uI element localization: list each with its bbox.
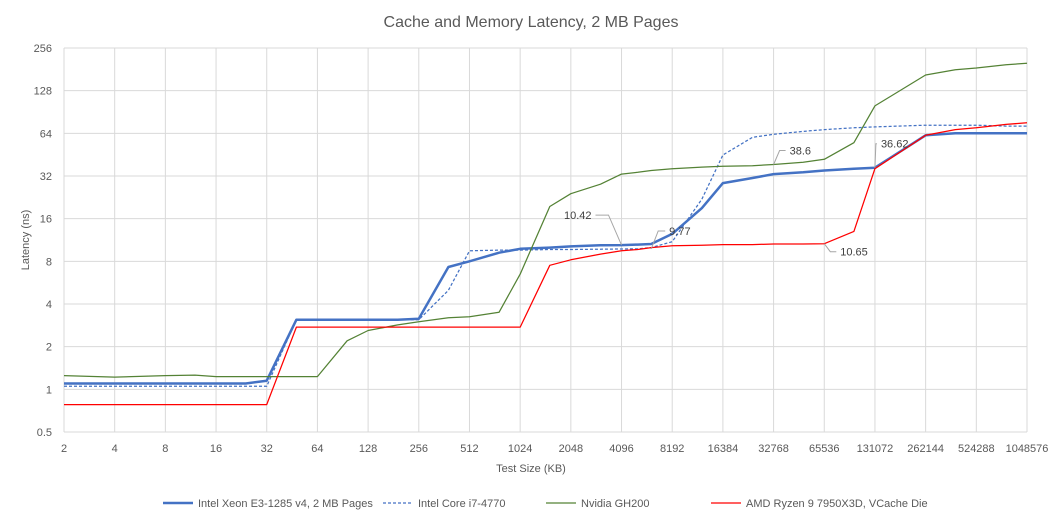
series-line-1 <box>64 132 1027 385</box>
y-tick-label: 2 <box>46 342 52 354</box>
x-axis-ticks: 2 4 8 16 32 64 128 256 512 1024 2048 4096 8192 16384 3… <box>61 443 1048 455</box>
chart-title: Cache and Memory Latency, 2 MB Pages <box>384 14 679 31</box>
series-line-2 <box>64 124 1027 387</box>
y-tick-label: 0.5 <box>37 427 52 439</box>
x-tick-label: 8 <box>162 443 168 455</box>
x-axis-title: Test Size (KB) <box>496 463 566 475</box>
y-tick-label: 8 <box>46 256 52 268</box>
x-tick-label: 4096 <box>609 443 633 455</box>
y-tick-label: 64 <box>40 128 52 140</box>
x-tick-label: 16 <box>210 443 222 455</box>
x-tick-label: 262144 <box>907 443 944 455</box>
x-tick-label: 32 <box>261 443 273 455</box>
annotation-label: 36.62 <box>881 139 909 151</box>
annotation-leader <box>650 230 666 250</box>
y-tick-label: 16 <box>40 214 52 226</box>
x-tick-label: 131072 <box>857 443 894 455</box>
legend-label-2: Intel Core i7-4770 <box>418 498 505 510</box>
annotation-leader <box>595 214 622 246</box>
annotation-leader <box>773 150 786 165</box>
gridlines <box>63 47 1028 433</box>
x-tick-label: 2 <box>61 443 67 455</box>
series-line-4 <box>64 122 1028 406</box>
x-tick-label: 2048 <box>559 443 583 455</box>
y-tick-label: 128 <box>34 86 52 98</box>
legend: Intel Xeon E3-1285 v4, 2 MB Pages Intel C… <box>163 498 928 510</box>
x-tick-label: 32768 <box>758 443 789 455</box>
x-tick-label: 1024 <box>508 443 532 455</box>
x-tick-label: 65536 <box>809 443 840 455</box>
series-lines <box>63 62 1028 406</box>
x-tick-label: 128 <box>359 443 377 455</box>
annotation-label: 9.77 <box>669 226 690 238</box>
legend-label-4: AMD Ryzen 9 7950X3D, VCache Die <box>746 498 928 510</box>
annotation-leader <box>874 143 877 168</box>
y-tick-label: 1 <box>46 384 52 396</box>
y-tick-label: 4 <box>46 299 52 311</box>
annotation-leader <box>823 243 837 253</box>
x-tick-label: 524288 <box>958 443 995 455</box>
y-axis-title: Latency (ns) <box>20 210 32 271</box>
data-annotations: 10.42 9.77 38.6 36.62 10.65 <box>564 139 908 259</box>
x-tick-label: 256 <box>410 443 428 455</box>
y-tick-label: 32 <box>40 171 52 183</box>
y-axis-ticks: 0.5 1 2 4 8 16 32 64 128 256 <box>34 43 52 439</box>
annotation-label: 10.42 <box>564 210 592 222</box>
legend-label-1: Intel Xeon E3-1285 v4, 2 MB Pages <box>198 498 373 510</box>
x-tick-label: 512 <box>460 443 478 455</box>
y-tick-label: 256 <box>34 43 52 55</box>
legend-label-3: Nvidia GH200 <box>581 498 649 510</box>
annotation-label: 38.6 <box>790 145 811 157</box>
x-tick-label: 64 <box>311 443 323 455</box>
x-tick-label: 8192 <box>660 443 684 455</box>
x-tick-label: 1048576 <box>1006 443 1049 455</box>
x-tick-label: 16384 <box>708 443 739 455</box>
annotation-label: 10.65 <box>840 247 868 259</box>
x-tick-label: 4 <box>112 443 118 455</box>
series-line-3 <box>63 62 1028 378</box>
